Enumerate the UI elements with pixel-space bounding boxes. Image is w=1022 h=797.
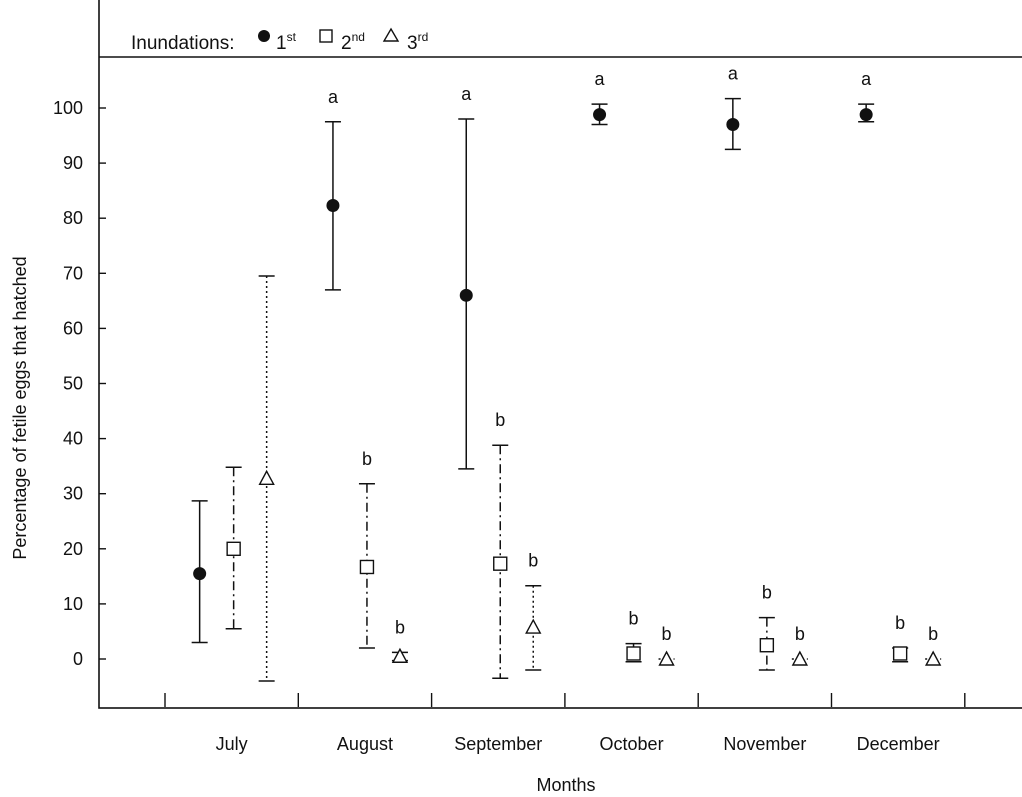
marker-triangle	[924, 650, 942, 666]
marker-square	[759, 638, 775, 653]
legend-title: Inundations:	[131, 33, 235, 54]
significance-letter: a	[328, 87, 339, 107]
y-tick-label: 80	[63, 208, 83, 228]
marker-circle	[593, 108, 607, 122]
data-point: a	[458, 84, 475, 470]
significance-letter: b	[795, 624, 805, 644]
significance-letter: a	[461, 84, 472, 104]
data-point: b	[658, 624, 675, 666]
data-point: b	[358, 449, 375, 649]
data-point: b	[391, 617, 409, 663]
legend-entry-2nd: 2nd	[341, 30, 365, 54]
marker-triangle	[525, 618, 542, 634]
marker-triangle	[658, 650, 675, 666]
significance-letter: b	[495, 410, 505, 430]
marker-triangle	[391, 647, 409, 663]
x-tick-label: July	[216, 734, 248, 754]
data-point: b	[892, 613, 909, 663]
marker-circle	[726, 118, 740, 132]
y-tick-label: 100	[53, 98, 83, 118]
significance-letter: a	[861, 69, 872, 89]
data-point: b	[525, 551, 542, 671]
marker-square	[359, 559, 375, 575]
marker-square	[226, 541, 241, 556]
plot-frame	[98, 0, 1022, 709]
y-tick-label: 30	[63, 484, 83, 504]
marker-triangle	[258, 469, 275, 485]
marker-circle	[193, 567, 207, 581]
legend: Inundations: 1st 2nd 3rd	[131, 27, 428, 54]
significance-letter: b	[895, 613, 905, 633]
x-axis: July August September October November Decemb…	[164, 693, 966, 754]
y-tick-label: 0	[73, 649, 83, 669]
data-point	[225, 466, 242, 630]
y-tick-label: 50	[63, 374, 83, 394]
data-point	[258, 275, 275, 682]
legend-marker-open-square	[319, 29, 333, 43]
x-axis-label: Months	[536, 775, 595, 795]
data-point: b	[625, 609, 642, 663]
data-point: b	[758, 583, 775, 671]
x-tick-label: September	[454, 734, 542, 754]
marker-circle	[326, 199, 340, 213]
x-tick-label: August	[337, 734, 393, 754]
y-tick-label: 40	[63, 429, 83, 449]
marker-square	[892, 646, 908, 661]
data-point	[191, 500, 208, 644]
data-point: a	[591, 69, 608, 126]
y-tick-label: 60	[63, 318, 83, 338]
marker-triangle	[791, 650, 809, 666]
marker-circle	[459, 288, 473, 302]
significance-letter: b	[762, 583, 772, 603]
data-point: b	[791, 624, 809, 666]
x-tick-label: October	[600, 734, 664, 754]
data-point: b	[492, 410, 509, 680]
significance-letter: a	[728, 64, 739, 84]
marker-circle	[859, 108, 873, 122]
significance-letter: a	[595, 69, 606, 89]
significance-letter: b	[928, 624, 938, 644]
significance-letter: b	[662, 624, 672, 644]
y-tick-label: 10	[63, 594, 83, 614]
significance-letter: b	[629, 609, 639, 629]
data-point: a	[724, 64, 741, 151]
marker-square	[493, 556, 508, 571]
y-tick-label: 90	[63, 153, 83, 173]
marker-square	[626, 646, 641, 661]
legend-marker-filled-circle	[258, 30, 270, 42]
significance-letter: b	[528, 551, 538, 571]
x-tick-label: December	[857, 734, 940, 754]
y-tick-label: 70	[63, 263, 83, 283]
y-axis: 0 10 20 30 40 50 60 70 80 90 100	[53, 98, 106, 669]
data-point: a	[858, 69, 875, 123]
legend-entry-1st: 1st	[276, 30, 297, 54]
data-point: b	[924, 624, 942, 666]
x-tick-label: November	[723, 734, 806, 754]
y-axis-label: Percentage of fetile eggs that hatched	[10, 256, 30, 559]
y-tick-label: 20	[63, 539, 83, 559]
significance-letter: b	[362, 449, 372, 469]
legend-entry-3rd: 3rd	[407, 30, 428, 54]
significance-letter: b	[395, 617, 405, 637]
data-point: a	[324, 87, 341, 291]
legend-marker-open-triangle	[382, 27, 400, 42]
data-marks: a a a a a b b b b b b b b b b	[191, 64, 942, 682]
